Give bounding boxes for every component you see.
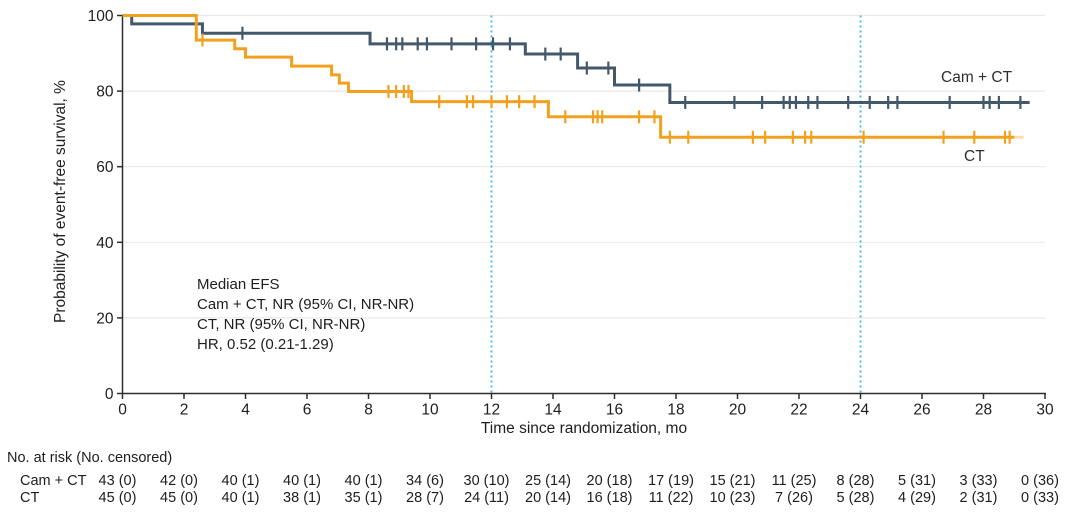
curve-cam-ct <box>122 14 1030 104</box>
risk-cell: 17 (19) <box>648 473 694 489</box>
x-tick-label-22: 22 <box>790 402 807 419</box>
x-tick-label-6: 6 <box>303 402 312 419</box>
x-tick-label-18: 18 <box>667 402 684 419</box>
x-tick-label-10: 10 <box>421 402 439 419</box>
risk-cell: 40 (1) <box>221 473 260 489</box>
risk-cell: 15 (21) <box>709 473 756 489</box>
y-tick-label-80: 80 <box>96 84 114 101</box>
risk-cell: 0 (33) <box>1021 490 1059 506</box>
risk-cell: 28 (7) <box>406 490 444 506</box>
x-axis-title: Time since randomization, mo <box>480 420 688 437</box>
risk-cell: 38 (1) <box>283 490 321 506</box>
x-tick-label-8: 8 <box>364 402 373 419</box>
x-tick-label-0: 0 <box>118 402 127 419</box>
x-tick-label-26: 26 <box>913 402 930 419</box>
risk-cell: 8 (28) <box>836 473 875 489</box>
risk-cell: 35 (1) <box>344 490 383 506</box>
annotation-line-hr: HR, 0.52 (0.21-1.29) <box>197 336 334 353</box>
risk-cell: 40 (1) <box>344 473 383 489</box>
risk-cell: 43 (0) <box>98 473 137 489</box>
risk-cell: 2 (31) <box>959 490 998 506</box>
y-tick-label-20: 20 <box>96 310 114 327</box>
y-tick-label-100: 100 <box>88 8 114 25</box>
risk-table-header: No. at risk (No. censored) <box>7 450 173 466</box>
y-tick-label-40: 40 <box>96 235 114 252</box>
x-tick-label-2: 2 <box>180 402 189 419</box>
risk-cell: 24 (11) <box>464 490 509 506</box>
annotation-line-camct: Cam + CT, NR (95% CI, NR-NR) <box>197 296 415 313</box>
x-tick-label-28: 28 <box>975 402 992 419</box>
x-tick-label-20: 20 <box>729 402 747 419</box>
risk-cell: 40 (1) <box>283 473 321 489</box>
x-tick-label-14: 14 <box>544 402 562 419</box>
curve-ct <box>122 14 1015 139</box>
risk-cell: 5 (28) <box>836 490 875 506</box>
annotation-line-median-efs: Median EFS <box>197 276 280 293</box>
risk-cell: 30 (10) <box>463 473 510 489</box>
risk-cell: 20 (14) <box>525 490 571 506</box>
risk-cell: 45 (0) <box>160 490 198 506</box>
series-label-cam-ct: Cam + CT <box>941 69 1013 86</box>
x-tick-label-16: 16 <box>606 402 623 419</box>
risk-cell: 42 (0) <box>160 473 198 489</box>
y-tick-label-60: 60 <box>96 159 114 176</box>
risk-cell: 5 (31) <box>898 473 936 489</box>
x-tick-label-30: 30 <box>1036 402 1054 419</box>
risk-cell: 11 (22) <box>648 490 694 506</box>
series-label-ct: CT <box>964 148 985 165</box>
risk-cell: 0 (36) <box>1021 473 1059 489</box>
risk-cell: 10 (23) <box>709 490 756 506</box>
risk-cell: 11 (25) <box>771 473 817 489</box>
x-tick-label-24: 24 <box>852 402 870 419</box>
risk-cell: 45 (0) <box>98 490 137 506</box>
y-tick-label-0: 0 <box>105 386 114 403</box>
risk-row-label-cam-ct: Cam + CT <box>20 473 87 489</box>
risk-cell: 16 (18) <box>586 490 633 506</box>
x-tick-label-4: 4 <box>241 402 250 419</box>
risk-cell: 25 (14) <box>525 473 571 489</box>
median-efs-annotation: Median EFS Cam + CT, NR (95% CI, NR-NR) … <box>197 275 414 355</box>
risk-cell: 7 (26) <box>775 490 813 506</box>
risk-cell: 3 (33) <box>959 473 998 489</box>
risk-row-label-ct: CT <box>20 490 40 506</box>
annotation-line-ct: CT, NR (95% CI, NR-NR) <box>197 316 366 333</box>
risk-cell: 40 (1) <box>221 490 260 506</box>
y-axis-title: Probability of event-free survival, % <box>52 80 69 324</box>
x-tick-label-12: 12 <box>483 402 500 419</box>
risk-cell: 4 (29) <box>898 490 936 506</box>
risk-cell: 34 (6) <box>406 473 444 489</box>
risk-cell: 20 (18) <box>586 473 633 489</box>
